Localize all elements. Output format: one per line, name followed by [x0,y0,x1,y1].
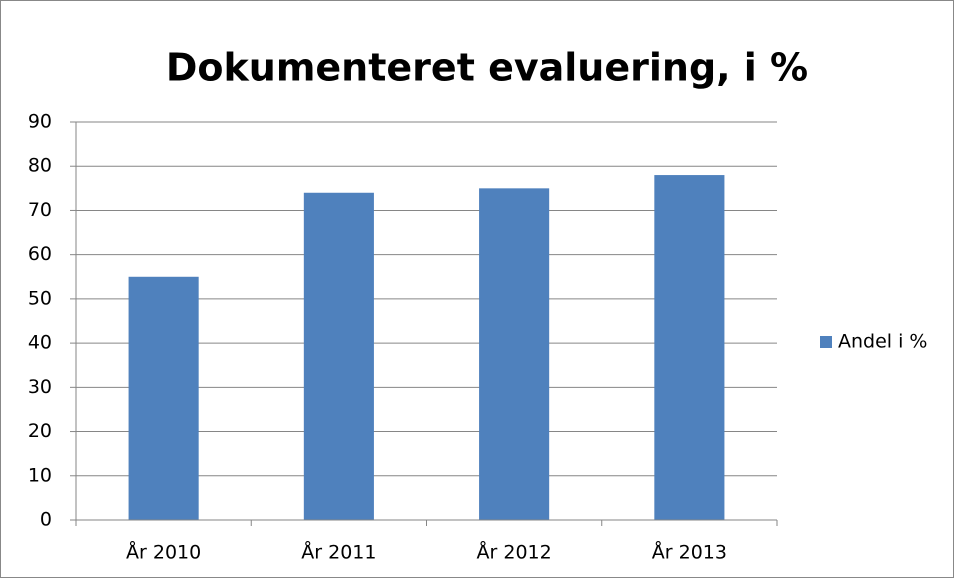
y-tick-label: 0 [40,509,52,531]
y-tick-label: 80 [28,155,52,177]
x-tick-label: År 2012 [477,541,552,564]
bar [303,192,374,520]
x-tick-label: År 2013 [652,541,727,564]
y-tick-label: 90 [28,111,52,133]
legend-swatch [820,336,832,348]
y-tick-label: 20 [28,420,52,442]
y-tick-label: 50 [28,287,52,309]
x-tick-label: År 2010 [126,541,201,564]
y-tick-label: 60 [28,243,52,265]
y-tick-label: 40 [28,332,52,354]
legend-label: Andel i % [838,331,927,353]
y-tick-label: 70 [28,199,52,221]
bar [654,175,725,521]
x-tick-label: År 2011 [301,541,376,564]
y-tick-label: 30 [28,376,52,398]
bar [128,276,199,520]
chart-title: Dokumenteret evaluering, i % [166,46,808,90]
y-tick-label: 10 [28,464,52,486]
bar [479,188,550,521]
